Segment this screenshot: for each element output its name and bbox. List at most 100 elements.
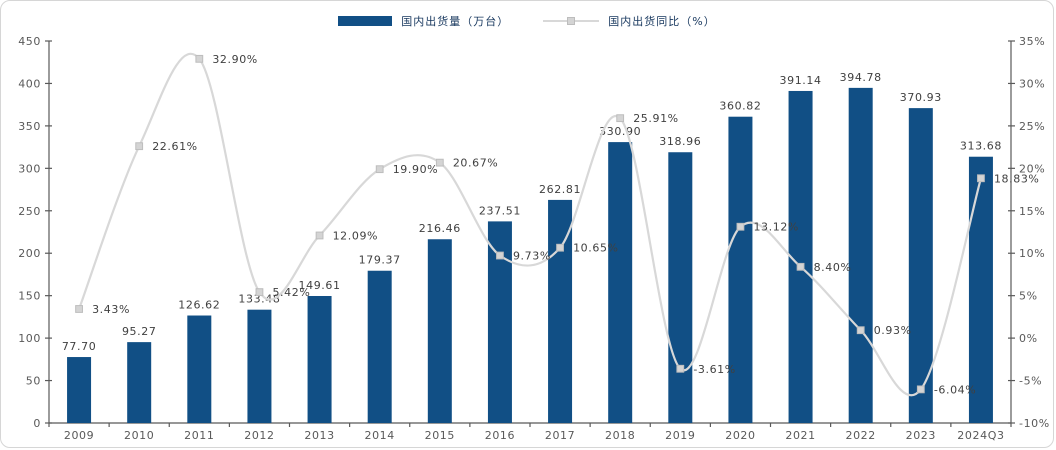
bar-value-label: 370.93 (900, 91, 942, 104)
line-marker (556, 243, 564, 252)
bar-value-label: 318.96 (659, 135, 701, 148)
line-marker (75, 305, 83, 313)
bar-value-label: 126.62 (178, 299, 220, 312)
y-axis-right-label: 25% (1019, 120, 1045, 133)
line-value-label: 25.91% (633, 112, 679, 125)
y-axis-right-label: 35% (1019, 35, 1045, 48)
line-value-label: 20.67% (453, 157, 499, 170)
line-series-swatch-icon (543, 17, 600, 25)
legend-item-bar-series: 国内出货量（万台） (338, 13, 509, 29)
bar-value-label: 360.82 (719, 100, 761, 113)
bar (548, 199, 573, 423)
line-marker (736, 222, 745, 231)
y-axis-left-label: 450 (18, 35, 41, 48)
line-marker (856, 326, 865, 335)
line-value-label: 0.93% (874, 324, 912, 337)
bar (968, 156, 993, 424)
line-value-label: 19.90% (393, 163, 439, 176)
bar-value-label: 330.90 (599, 125, 641, 138)
y-axis-right-label: -10% (1019, 417, 1050, 430)
bar (367, 270, 392, 423)
line-marker (315, 231, 324, 240)
bar-value-label: 216.46 (419, 222, 461, 235)
line-marker (676, 364, 685, 373)
y-axis-right-label: 15% (1019, 205, 1045, 218)
bar-value-label: 262.81 (539, 183, 581, 196)
line-value-label: 13.12% (753, 221, 799, 234)
legend-label-bar-series: 国内出货量（万台） (401, 15, 510, 28)
y-axis-left-label: 350 (18, 120, 41, 133)
y-axis-left-label: 100 (18, 332, 41, 345)
line-marker (375, 165, 384, 174)
y-axis-right-label: 30% (1019, 77, 1045, 90)
bar (668, 152, 693, 423)
x-axis-label: 2012 (244, 429, 274, 442)
x-axis-label: 2016 (485, 429, 515, 442)
y-axis-right-label: 0% (1019, 332, 1038, 345)
bar (427, 239, 452, 423)
x-axis-label: 2011 (184, 429, 214, 442)
bar (247, 309, 272, 423)
bar-value-label: 179.37 (359, 254, 401, 267)
line-value-label: 8.40% (814, 261, 852, 274)
x-axis-label: 2009 (64, 429, 94, 442)
y-axis-right-label: 5% (1019, 290, 1038, 303)
y-axis-left-label: 300 (18, 162, 41, 175)
bar-value-label: 149.61 (299, 279, 341, 292)
line-value-label: 5.42% (272, 286, 310, 299)
bar-value-label: 313.68 (960, 140, 1002, 153)
line-value-label: 22.61% (152, 140, 198, 153)
y-axis-left-label: 250 (18, 205, 41, 218)
bar (67, 357, 92, 423)
bar-value-label: 95.27 (122, 325, 157, 338)
line-value-label: 12.09% (333, 229, 379, 242)
x-axis-label: 2020 (725, 429, 755, 442)
line-marker (796, 262, 805, 271)
bar (608, 142, 633, 423)
line-value-label: 18.83% (994, 172, 1040, 185)
y-axis-right-label: -5% (1019, 375, 1042, 388)
line-series-marker-icon (567, 17, 576, 25)
line-marker (135, 142, 144, 151)
x-axis-label: 2024Q3 (957, 429, 1004, 442)
line-marker (616, 114, 625, 123)
line-value-label: 3.43% (92, 303, 130, 316)
bar-value-label: 391.14 (780, 74, 822, 87)
line-marker (916, 385, 925, 394)
line-value-label: 10.65% (573, 242, 619, 255)
bar-value-label: 394.78 (840, 71, 882, 84)
line-value-label: 9.73% (513, 250, 551, 263)
y-axis-left-label: 200 (18, 247, 41, 260)
x-axis-label: 2019 (665, 429, 695, 442)
x-axis-label: 2015 (425, 429, 455, 442)
bar-value-label: 237.51 (479, 204, 521, 217)
x-axis-label: 2023 (906, 429, 936, 442)
x-axis-label: 2022 (845, 429, 875, 442)
x-axis-label: 2018 (605, 429, 635, 442)
x-axis-label: 2010 (124, 429, 154, 442)
line-marker (195, 54, 204, 63)
line-marker (435, 158, 444, 167)
line-path (78, 52, 982, 397)
chart-legend: 国内出货量（万台） 国内出货同比（%） (1, 13, 1053, 29)
bar-value-label: 77.70 (62, 340, 97, 353)
bar-series-swatch-icon (338, 16, 393, 26)
y-axis-left-label: 150 (18, 290, 41, 303)
bar (728, 116, 753, 423)
y-axis-left-label: 400 (18, 77, 41, 90)
y-axis-left-label: 0 (33, 417, 41, 430)
line-value-label: 32.90% (212, 53, 258, 66)
line-marker (255, 288, 264, 297)
y-axis-right-label: 20% (1019, 162, 1045, 175)
bar (307, 295, 332, 423)
x-axis-label: 2013 (304, 429, 334, 442)
bar (788, 90, 813, 423)
bar (127, 342, 152, 423)
y-axis-left-label: 50 (26, 375, 41, 388)
line-marker (977, 174, 985, 183)
bar (908, 108, 933, 423)
x-axis-label: 2021 (785, 429, 815, 442)
y-axis-right-label: 10% (1019, 247, 1045, 260)
